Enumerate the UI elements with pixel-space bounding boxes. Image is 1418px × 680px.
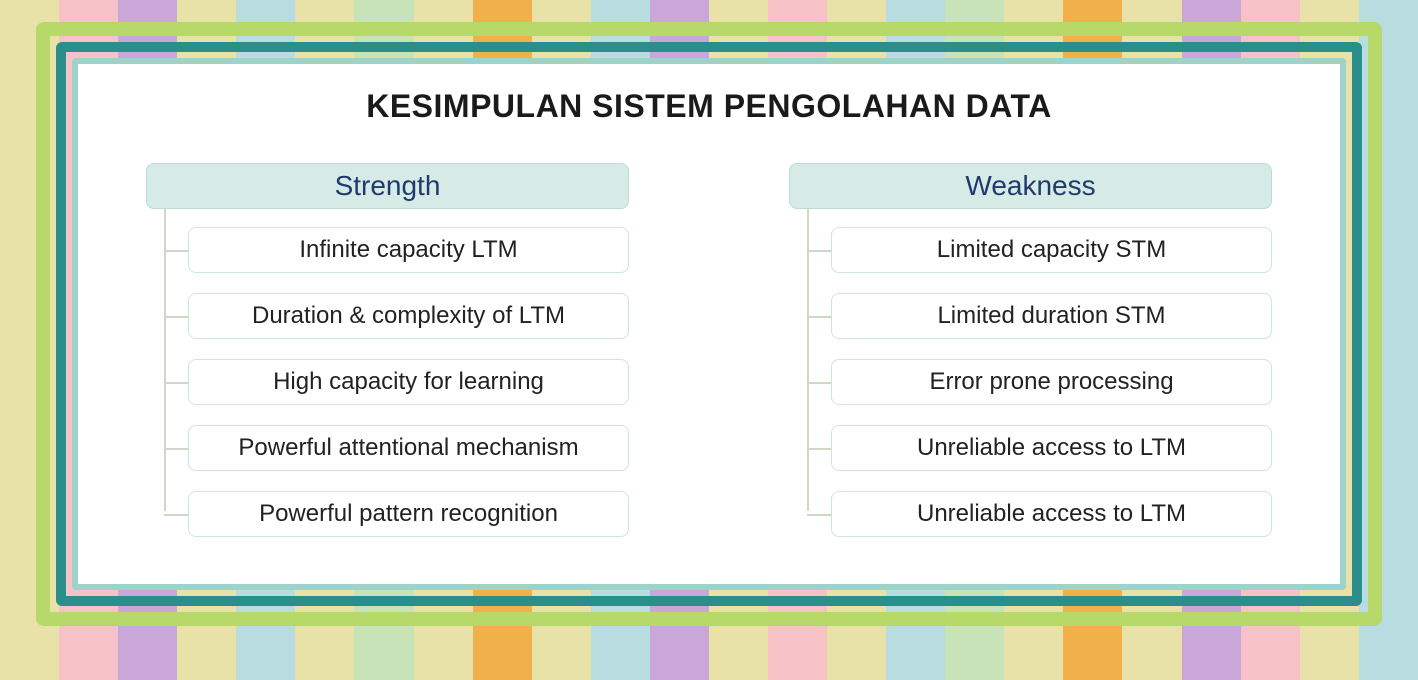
- content-area: KESIMPULAN SISTEM PENGOLAHAN DATA Streng…: [118, 82, 1300, 570]
- frame-mid: KESIMPULAN SISTEM PENGOLAHAN DATA Streng…: [56, 42, 1362, 606]
- page-title: KESIMPULAN SISTEM PENGOLAHAN DATA: [118, 88, 1300, 125]
- column-header: Weakness: [789, 163, 1272, 209]
- list-item-label: Powerful pattern recognition: [188, 491, 629, 537]
- list-item-label: Limited duration STM: [831, 293, 1272, 339]
- list-item-label: Error prone processing: [831, 359, 1272, 405]
- list-item: Infinite capacity LTM: [188, 227, 629, 273]
- list-item: High capacity for learning: [188, 359, 629, 405]
- list-item-label: Infinite capacity LTM: [188, 227, 629, 273]
- list-item-label: Powerful attentional mechanism: [188, 425, 629, 471]
- list-item: Unreliable access to LTM: [831, 491, 1272, 537]
- list-item: Limited duration STM: [831, 293, 1272, 339]
- frame-inner: KESIMPULAN SISTEM PENGOLAHAN DATA Streng…: [72, 58, 1346, 590]
- column-header: Strength: [146, 163, 629, 209]
- list-item: Error prone processing: [831, 359, 1272, 405]
- frame-outer: KESIMPULAN SISTEM PENGOLAHAN DATA Streng…: [36, 22, 1382, 626]
- list-item: Unreliable access to LTM: [831, 425, 1272, 471]
- list-item-label: High capacity for learning: [188, 359, 629, 405]
- weakness-column: Weakness Limited capacity STM Limited dura…: [789, 163, 1272, 557]
- list-item-label: Duration & complexity of LTM: [188, 293, 629, 339]
- columns-container: Strength Infinite capacity LTM Duration & …: [118, 163, 1300, 557]
- list-item-label: Limited capacity STM: [831, 227, 1272, 273]
- list-item-label: Unreliable access to LTM: [831, 491, 1272, 537]
- item-tree: Infinite capacity LTM Duration & complexi…: [146, 227, 629, 537]
- list-item: Limited capacity STM: [831, 227, 1272, 273]
- list-item-label: Unreliable access to LTM: [831, 425, 1272, 471]
- list-item: Duration & complexity of LTM: [188, 293, 629, 339]
- list-item: Powerful attentional mechanism: [188, 425, 629, 471]
- strength-column: Strength Infinite capacity LTM Duration & …: [146, 163, 629, 557]
- item-tree: Limited capacity STM Limited duration STM…: [789, 227, 1272, 537]
- list-item: Powerful pattern recognition: [188, 491, 629, 537]
